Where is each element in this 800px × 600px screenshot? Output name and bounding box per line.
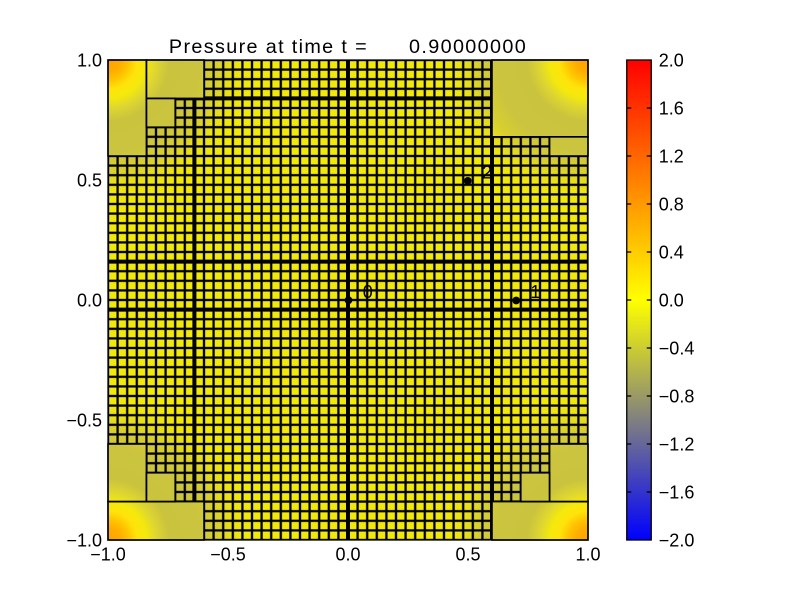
svg-text:1: 1: [530, 282, 540, 302]
svg-text:−0.5: −0.5: [66, 410, 102, 430]
svg-text:0.0: 0.0: [659, 290, 684, 310]
svg-text:0.5: 0.5: [455, 545, 480, 565]
svg-text:0.5: 0.5: [77, 170, 102, 190]
svg-text:1.6: 1.6: [659, 98, 684, 118]
svg-text:0: 0: [363, 282, 373, 302]
svg-text:0.4: 0.4: [659, 242, 684, 262]
svg-text:2: 2: [482, 163, 492, 183]
svg-text:−0.4: −0.4: [659, 338, 695, 358]
svg-text:1.0: 1.0: [575, 545, 600, 565]
svg-text:0.8: 0.8: [659, 194, 684, 214]
svg-text:1.2: 1.2: [659, 146, 684, 166]
svg-text:−2.0: −2.0: [659, 530, 695, 550]
svg-text:−1.6: −1.6: [659, 482, 695, 502]
svg-text:−1.2: −1.2: [659, 434, 695, 454]
svg-text:2.0: 2.0: [659, 50, 684, 70]
svg-text:−1.0: −1.0: [90, 545, 126, 565]
svg-text:−0.5: −0.5: [210, 545, 246, 565]
svg-text:0.0: 0.0: [335, 545, 360, 565]
svg-text:−1.0: −1.0: [66, 530, 102, 550]
svg-text:Pressure at time t = 0.90: Pressure at time t = 0.90000000: [169, 36, 527, 58]
svg-text:0.0: 0.0: [77, 290, 102, 310]
svg-text:1.0: 1.0: [77, 50, 102, 70]
svg-text:−0.8: −0.8: [659, 386, 695, 406]
